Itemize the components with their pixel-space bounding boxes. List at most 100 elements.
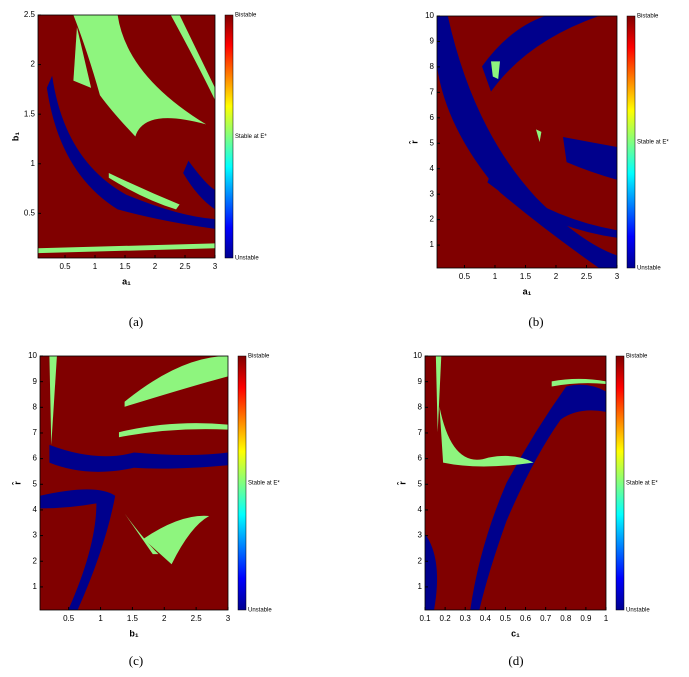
y-tick-label: 1 — [33, 582, 38, 591]
x-tick-label: 1 — [493, 272, 498, 281]
x-tick-label: 3 — [615, 272, 620, 281]
x-tick-label: 0.8 — [560, 614, 572, 623]
region — [118, 423, 228, 438]
caption: (d) — [508, 653, 523, 668]
colorbar-label: Stable at E* — [235, 134, 267, 140]
x-tick-label: 1.5 — [127, 614, 139, 623]
plot-frame — [436, 15, 618, 269]
region — [108, 172, 180, 210]
region — [487, 172, 617, 238]
heatmap-panel: 0.1 0.2 0.3 0.4 0.5 0.6 0.7 0.8 0.9 1 1 2 3 4 5 6 7 8 9 10 c… — [397, 351, 659, 668]
x-axis-label: a₁ — [122, 276, 131, 286]
y-tick-label: 5 — [33, 479, 38, 488]
x-tick-label: 0.5 — [459, 272, 471, 281]
y-tick-label: 6 — [418, 454, 423, 463]
y-tick-label: 8 — [33, 402, 38, 411]
region — [46, 75, 215, 229]
colorbar — [626, 15, 636, 269]
y-axis-label: r̂ — [409, 140, 420, 145]
region — [49, 356, 57, 445]
x-tick-label: 0.3 — [460, 614, 472, 623]
x-tick-label: 0.1 — [419, 614, 431, 623]
colorbar-label: Unstable — [626, 608, 650, 614]
region — [482, 16, 599, 92]
y-tick-label: 1 — [31, 159, 36, 168]
y-tick-label: 8 — [430, 62, 435, 71]
y-tick-label: 7 — [33, 428, 38, 437]
colorbar — [237, 355, 247, 611]
y-tick-label: 1.5 — [24, 109, 36, 118]
x-tick-label: 0.6 — [520, 614, 532, 623]
y-tick-label: 7 — [430, 87, 435, 96]
y-tick-label: 4 — [33, 505, 38, 514]
region — [40, 489, 116, 610]
x-tick-label: 1.5 — [520, 272, 532, 281]
region — [491, 61, 500, 79]
x-axis-label: c₁ — [511, 628, 520, 638]
caption: (c) — [129, 653, 143, 668]
caption: (b) — [528, 314, 543, 329]
regions — [40, 356, 229, 610]
region — [551, 378, 606, 387]
y-tick-label: 4 — [430, 164, 435, 173]
region — [563, 136, 617, 180]
x-tick-label: 3 — [213, 262, 218, 271]
y-tick-label: 3 — [33, 531, 38, 540]
colorbar-label: Unstable — [235, 256, 259, 262]
x-tick-label: 3 — [226, 614, 231, 623]
x-tick-label: 2.5 — [191, 614, 203, 623]
colorbar-label: Bistable — [626, 354, 648, 360]
y-tick-label: 2 — [430, 215, 435, 224]
x-tick-label: 1 — [98, 614, 103, 623]
y-tick-label: 3 — [430, 189, 435, 198]
y-tick-label: 2 — [418, 556, 423, 565]
colorbar-label: Stable at E* — [626, 481, 658, 487]
y-tick-label: 3 — [418, 531, 423, 540]
region — [73, 15, 207, 137]
regions — [38, 15, 215, 254]
y-tick-label: 9 — [33, 377, 38, 386]
y-tick-label: 1 — [418, 582, 423, 591]
y-tick-label: 9 — [430, 37, 435, 46]
x-tick-label: 0.4 — [480, 614, 492, 623]
heatmap-panel: 0.5 1 1.5 2 2.5 3 1 2 3 4 5 6 7 8 9 10 a₁ r̂ Bistable Stabl… — [409, 11, 670, 329]
y-tick-label: 6 — [33, 454, 38, 463]
y-tick-label: 1 — [430, 240, 435, 249]
region — [49, 444, 229, 472]
x-tick-label: 1 — [604, 614, 609, 623]
plot-frame — [37, 14, 216, 259]
y-tick-label: 9 — [418, 377, 423, 386]
region — [143, 515, 210, 565]
y-tick-label: 10 — [425, 11, 434, 20]
x-tick-label: 0.5 — [59, 262, 71, 271]
y-tick-label: 8 — [418, 402, 423, 411]
x-tick-label: 2 — [554, 272, 559, 281]
plot-frame — [39, 355, 229, 611]
y-tick-label: 5 — [418, 479, 423, 488]
x-tick-label: 2.5 — [581, 272, 593, 281]
region — [73, 27, 92, 88]
region — [536, 129, 542, 142]
y-tick-label: 5 — [430, 138, 435, 147]
region — [124, 356, 228, 407]
y-tick-label: 0.5 — [24, 208, 36, 217]
y-tick-label: 2 — [31, 60, 36, 69]
x-tick-label: 2.5 — [179, 262, 191, 271]
region — [437, 16, 617, 268]
x-tick-label: 0.5 — [500, 614, 512, 623]
colorbar-label: Bistable — [235, 13, 257, 19]
regions — [425, 356, 606, 610]
region — [38, 243, 215, 254]
colorbar-label: Unstable — [248, 608, 272, 614]
region — [425, 533, 438, 610]
colorbar-label: Stable at E* — [637, 140, 669, 146]
y-tick-label: 2 — [33, 556, 38, 565]
colorbar-label: Unstable — [637, 266, 661, 272]
heatmap-panel: 0.5 1 1.5 2 2.5 3 1 2 3 4 5 6 7 8 9 10 b₁ r̂ Bistable Stabl… — [12, 351, 281, 668]
region — [435, 356, 442, 433]
colorbar-label: Bistable — [637, 14, 659, 20]
y-axis-label: b₁ — [10, 132, 20, 141]
region — [183, 160, 215, 210]
regions — [437, 16, 617, 268]
region — [470, 384, 606, 610]
